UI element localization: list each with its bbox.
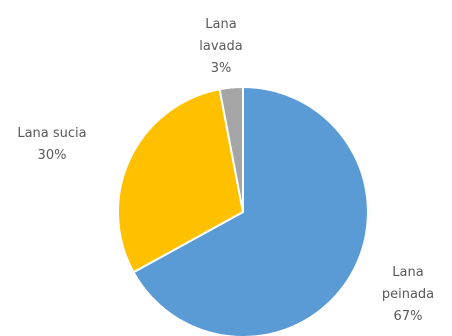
data-label-lana-peinada: Lana peinada 67%	[382, 265, 434, 324]
data-label-percent: 3%	[211, 61, 232, 76]
pie-slices	[116, 85, 369, 336]
pie-slice-lana-peinada	[132, 86, 369, 336]
data-label-category: Lana sucia	[17, 126, 86, 141]
data-label-percent: 30%	[38, 148, 67, 163]
data-label-category: Lana	[392, 265, 423, 280]
data-label-lana-lavada: Lana lavada 3%	[199, 17, 242, 76]
data-label-category: Lana	[205, 17, 236, 32]
pie-slice-lana-sucia	[116, 88, 244, 274]
data-label-percent: 67%	[394, 309, 423, 324]
pie-data-labels: Lana peinada 67% Lana sucia 30% Lana lavada 3%	[17, 17, 434, 324]
data-label-category: peinada	[382, 287, 434, 302]
pie-slice-lana-lavada	[218, 85, 244, 213]
data-label-lana-sucia: Lana sucia 30%	[17, 126, 86, 163]
data-label-category: lavada	[199, 39, 242, 54]
